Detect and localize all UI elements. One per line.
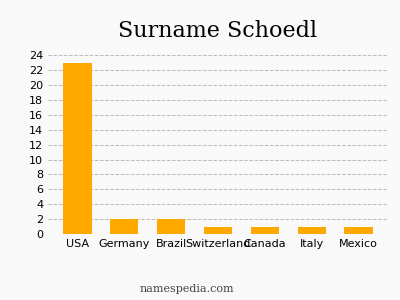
- Bar: [157, 219, 185, 234]
- Text: namespedia.com: namespedia.com: [140, 284, 235, 294]
- Bar: [344, 226, 372, 234]
- Bar: [298, 226, 326, 234]
- Bar: [64, 63, 92, 234]
- Bar: [204, 226, 232, 234]
- Bar: [251, 226, 279, 234]
- Bar: [110, 219, 138, 234]
- Title: Surname Schoedl: Surname Schoedl: [118, 20, 318, 42]
